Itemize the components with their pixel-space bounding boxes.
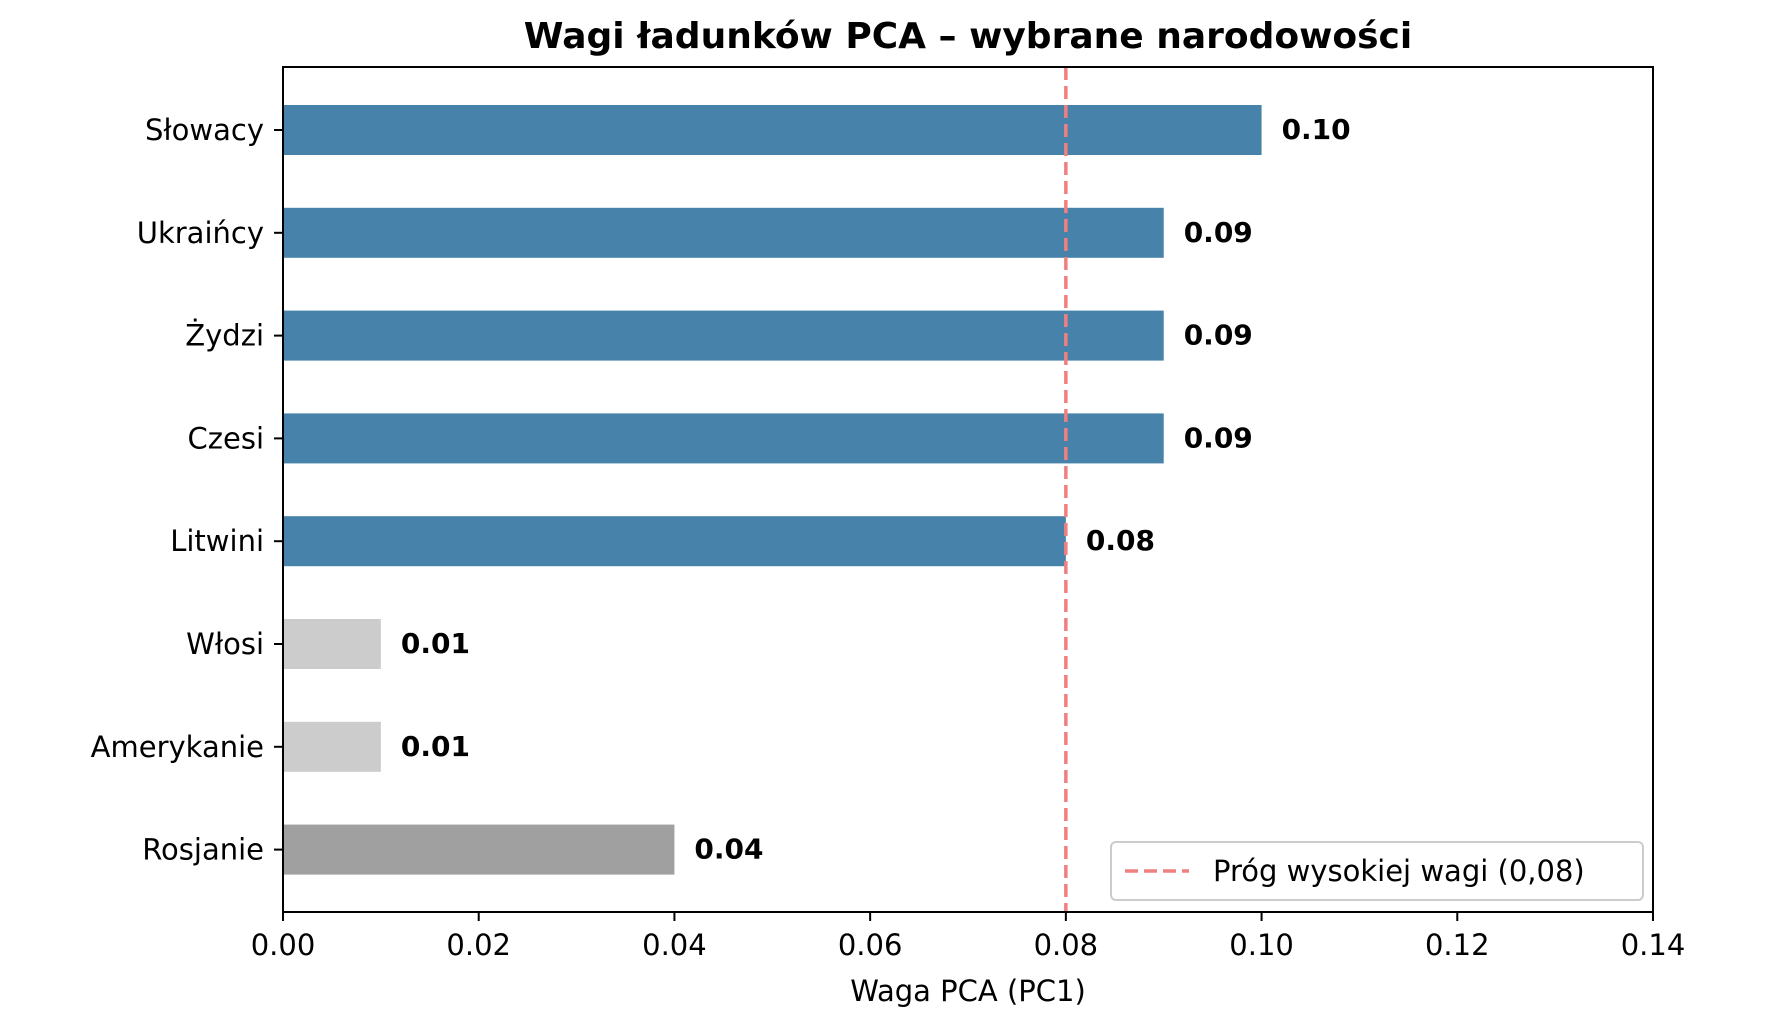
legend-label: Próg wysokiej wagi (0,08) (1213, 854, 1585, 888)
y-tick-label: Litwini (170, 524, 264, 558)
legend-box (1110, 841, 1644, 901)
bar-7 (283, 721, 381, 772)
bar-value-label: 0.04 (694, 833, 763, 866)
bar-value-label: 0.01 (401, 730, 470, 763)
x-tick-label: 0.02 (446, 928, 511, 962)
x-tick-label: 0.10 (1229, 928, 1294, 962)
x-axis-label: Waga PCA (PC1) (850, 974, 1086, 1008)
bar-1 (283, 105, 1262, 155)
legend: Próg wysokiej wagi (0,08) (1110, 841, 1644, 901)
x-tick-label: 0.12 (1425, 928, 1490, 962)
x-tick-label: 0.06 (838, 928, 903, 962)
bar-2 (283, 207, 1164, 258)
y-tick-label: Rosjanie (142, 833, 264, 867)
bar-value-label: 0.10 (1282, 113, 1351, 146)
x-tick-label: 0.08 (1034, 928, 1099, 962)
y-tick-label: Amerykanie (91, 730, 264, 764)
y-axis: Słowacy Ukraińcy Żydzi Czesi Litwini Włosi Ame… (91, 113, 283, 867)
bar-value-label: 0.09 (1184, 216, 1253, 249)
y-tick-label: Włosi (186, 627, 264, 661)
bar-value-label: 0.09 (1184, 421, 1253, 454)
y-tick-label: Ukraińcy (137, 216, 264, 250)
bar-value-label: 0.01 (401, 627, 470, 660)
x-tick-label: 0.14 (1621, 928, 1686, 962)
bar-value-label: 0.09 (1184, 319, 1253, 352)
chart-title: Wagi ładunków PCA – wybrane narodowości (524, 16, 1412, 57)
bar-value-label: 0.08 (1086, 524, 1155, 557)
bar-8 (283, 824, 675, 875)
bar-5 (283, 516, 1066, 567)
x-axis: 0.00 0.02 0.04 0.06 0.08 0.10 0.12 0.14 (251, 912, 1686, 962)
bar-4 (283, 413, 1164, 464)
y-tick-label: Czesi (188, 421, 264, 455)
bar-3 (283, 310, 1164, 361)
y-tick-label: Słowacy (145, 113, 264, 147)
y-tick-label: Żydzi (185, 319, 264, 353)
x-tick-label: 0.00 (251, 928, 316, 962)
bar-6 (283, 619, 381, 669)
x-tick-label: 0.04 (642, 928, 707, 962)
plot-frame (282, 66, 1654, 913)
value-labels-layer: 0.10 0.09 0.09 0.09 0.08 0.01 0.01 0.04 (401, 113, 1351, 866)
bars-layer (283, 105, 1262, 875)
